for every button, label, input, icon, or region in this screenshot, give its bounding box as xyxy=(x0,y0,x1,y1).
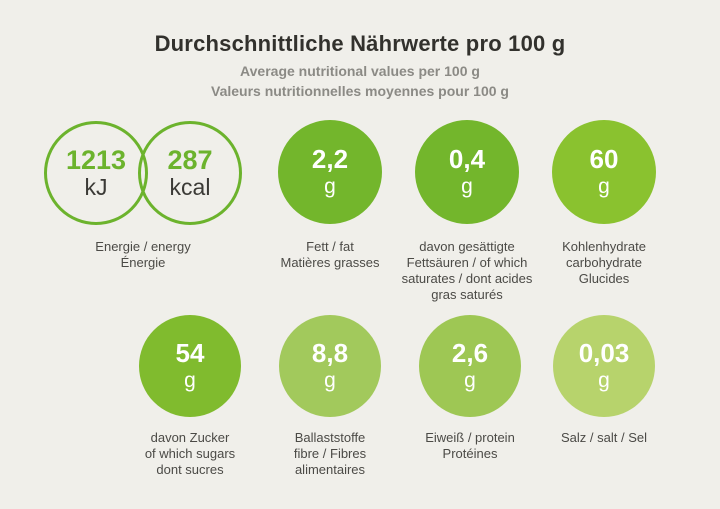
label-line: fibre / Fibres xyxy=(293,446,367,461)
nutrient-label-sugars: davon Zucker of which sugars dont sucres xyxy=(110,430,270,478)
nutrient-value-protein: 2,6 xyxy=(451,338,489,369)
nutrient-unit-protein: g xyxy=(464,368,476,392)
energy-kj-unit: kJ xyxy=(84,173,108,200)
nutrient-value-fat: 2,2 xyxy=(311,144,349,175)
header: Durchschnittliche Nährwerte pro 100 g Av… xyxy=(0,31,720,101)
subtitle-english: Average nutritional values per 100 g xyxy=(240,63,480,79)
nutrient-label-saturates: davon gesättigte Fettsäuren / of which s… xyxy=(380,239,554,303)
nutrient-circle-fibre: 8,8 g xyxy=(279,315,381,417)
nutrient-value-fibre: 8,8 xyxy=(311,338,349,369)
nutrient-unit-fat: g xyxy=(324,174,336,198)
energy-kcal-unit: kcal xyxy=(169,173,211,200)
label-line: Fettsäuren / of which xyxy=(406,255,528,270)
energy-label: Energie / energy Énergie xyxy=(63,239,223,271)
nutrient-label-fat: Fett / fat Matières grasses xyxy=(250,239,410,271)
energy-kcal-circle: 287 kcal xyxy=(138,121,242,225)
nutrient-circle-fat: 2,2 g xyxy=(278,120,382,224)
energy-kj-circle: 1213 kJ xyxy=(44,121,148,225)
nutrient-value-saturates: 0,4 xyxy=(448,144,486,175)
label-line: Kohlenhydrate xyxy=(562,239,646,254)
label-line: of which sugars xyxy=(144,446,236,461)
nutrient-unit-fibre: g xyxy=(324,368,336,392)
label-line: saturates / dont acides xyxy=(401,271,533,286)
label-line: Fett / fat xyxy=(306,239,354,254)
nutrient-circle-salt: 0,03 g xyxy=(553,315,655,417)
energy-kcal-value: 287 xyxy=(167,145,213,176)
nutrient-value-carbohydrate: 60 xyxy=(589,144,619,175)
label-line: Protéines xyxy=(442,446,498,461)
nutrient-label-salt: Salz / salt / Sel xyxy=(524,430,684,446)
label-line: davon Zucker xyxy=(150,430,230,445)
nutrient-unit-salt: g xyxy=(598,368,610,392)
nutrient-circle-carbohydrate: 60 g xyxy=(552,120,656,224)
label-line: Energie / energy xyxy=(95,239,191,254)
label-line: davon gesättigte xyxy=(419,239,515,254)
nutrient-circle-protein: 2,6 g xyxy=(419,315,521,417)
nutrient-circle-saturates: 0,4 g xyxy=(415,120,519,224)
energy-kj-value: 1213 xyxy=(65,145,127,176)
label-line: Matières grasses xyxy=(280,255,380,270)
nutrient-unit-sugars: g xyxy=(184,368,196,392)
nutrient-unit-saturates: g xyxy=(461,174,473,198)
label-line: gras saturés xyxy=(431,287,503,302)
page-title: Durchschnittliche Nährwerte pro 100 g xyxy=(154,31,566,56)
nutrient-value-salt: 0,03 xyxy=(578,338,630,369)
label-line: carbohydrate xyxy=(566,255,642,270)
nutrient-value-sugars: 54 xyxy=(175,338,205,369)
label-line: alimentaires xyxy=(294,462,366,477)
label-line: Salz / salt / Sel xyxy=(561,430,647,445)
nutrient-unit-carbohydrate: g xyxy=(598,174,610,198)
label-line: dont sucres xyxy=(156,462,224,477)
subtitle-french: Valeurs nutritionnelles moyennes pour 10… xyxy=(211,83,509,99)
label-line: Ballaststoffe xyxy=(294,430,366,445)
label-line: Eiweiß / protein xyxy=(425,430,515,445)
nutrient-label-carbohydrate: Kohlenhydrate carbohydrate Glucides xyxy=(524,239,684,287)
nutrient-circle-sugars: 54 g xyxy=(139,315,241,417)
nutrient-label-protein: Eiweiß / protein Protéines xyxy=(390,430,550,462)
label-line: Énergie xyxy=(120,255,166,270)
label-line: Glucides xyxy=(578,271,630,286)
nutrient-label-fibre: Ballaststoffe fibre / Fibres alimentaire… xyxy=(250,430,410,478)
